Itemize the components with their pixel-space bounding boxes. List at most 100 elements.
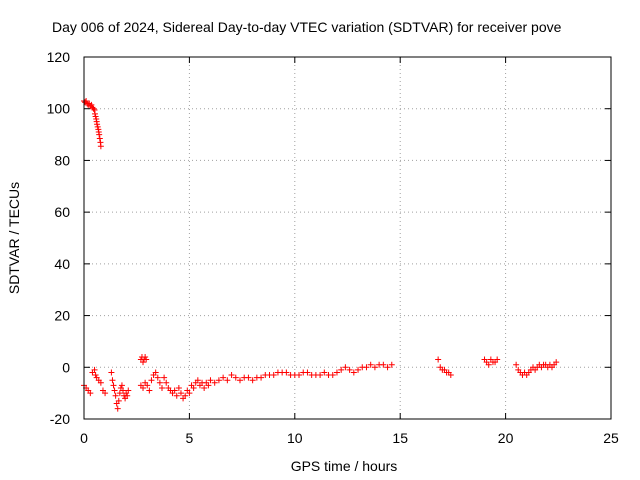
data-point (158, 384, 165, 391)
plot-frame (83, 56, 612, 420)
y-tick-label: 20 (54, 308, 70, 324)
data-point (125, 387, 132, 394)
series-high-start (81, 97, 104, 150)
data-point (109, 377, 116, 384)
data-point (367, 361, 374, 368)
data-point (485, 361, 492, 368)
data-point (156, 379, 163, 386)
data-point (91, 366, 98, 373)
data-points (81, 97, 560, 412)
data-point (447, 372, 454, 379)
data-point (111, 387, 118, 394)
data-point (224, 377, 231, 384)
data-point (87, 390, 94, 397)
x-tick-label: 25 (603, 430, 619, 446)
data-point (115, 397, 122, 404)
y-axis-label: SDTVAR / TECUs (6, 182, 22, 294)
data-point (112, 392, 119, 399)
data-point (371, 364, 378, 371)
data-point (435, 356, 442, 363)
data-point (114, 405, 121, 412)
data-point (97, 143, 104, 150)
data-point (96, 131, 103, 138)
data-point (94, 121, 101, 128)
series-late-track (435, 356, 560, 379)
data-point (304, 369, 311, 376)
series-main-track (81, 353, 395, 412)
data-point (116, 390, 123, 397)
data-point (228, 372, 235, 379)
data-point (146, 387, 153, 394)
data-point (384, 364, 391, 371)
grid (84, 57, 611, 419)
data-point (91, 110, 98, 117)
x-tick-label: 5 (186, 430, 194, 446)
data-point (190, 384, 197, 391)
data-point (119, 387, 126, 394)
data-point (249, 377, 256, 384)
data-point (94, 123, 101, 130)
x-tick-label: 10 (287, 430, 303, 446)
data-point (317, 372, 324, 379)
data-point (182, 392, 189, 399)
data-point (245, 374, 252, 381)
data-point (270, 372, 277, 379)
x-tick-label: 20 (498, 430, 514, 446)
data-point (186, 390, 193, 397)
data-point (110, 382, 117, 389)
data-point (220, 374, 227, 381)
data-point (143, 356, 150, 363)
data-point (355, 366, 362, 373)
x-tick-label: 15 (392, 430, 408, 446)
data-point (92, 113, 99, 120)
data-point (236, 377, 243, 384)
data-point (175, 384, 182, 391)
data-point (207, 377, 214, 384)
data-point (333, 369, 340, 376)
data-point (173, 392, 180, 399)
data-point (92, 372, 99, 379)
data-point (363, 364, 370, 371)
data-point (321, 369, 328, 376)
data-point (201, 384, 208, 391)
data-point (215, 377, 222, 384)
data-point (211, 379, 218, 386)
data-point (194, 377, 201, 384)
data-point (90, 105, 97, 112)
data-point (494, 356, 501, 363)
data-point (108, 369, 115, 376)
data-point (513, 361, 520, 368)
data-point (152, 369, 159, 376)
data-point (163, 379, 170, 386)
data-point (171, 387, 178, 394)
data-point (102, 390, 109, 397)
data-point (296, 372, 303, 379)
data-point (154, 374, 161, 381)
data-point (161, 374, 168, 381)
data-point (258, 374, 265, 381)
y-tick-label: 60 (54, 204, 70, 220)
data-point (350, 369, 357, 376)
data-point (96, 135, 103, 142)
data-point (177, 390, 184, 397)
data-point (232, 374, 239, 381)
data-point (140, 384, 147, 391)
data-point (346, 366, 353, 373)
data-point (124, 392, 131, 399)
data-point (97, 379, 104, 386)
data-point (388, 361, 395, 368)
data-point (329, 372, 336, 379)
data-point (148, 377, 155, 384)
data-point (342, 364, 349, 371)
y-tick-label: 120 (47, 49, 71, 65)
y-tick-label: 80 (54, 152, 70, 168)
y-tick-label: 0 (62, 359, 70, 375)
x-tick-label: 0 (80, 430, 88, 446)
data-point (140, 359, 147, 366)
data-point (553, 359, 560, 366)
y-tick-label: 100 (47, 101, 71, 117)
data-point (88, 101, 95, 108)
data-point (283, 369, 290, 376)
